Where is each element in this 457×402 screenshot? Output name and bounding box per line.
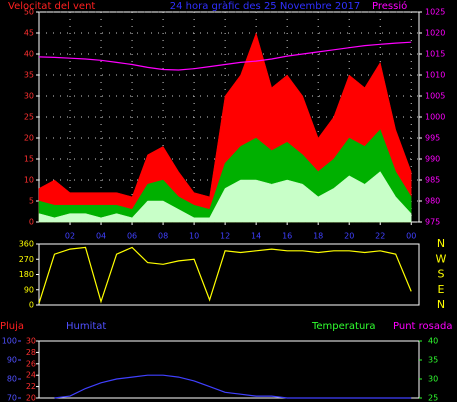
y-tick-label: 20 — [24, 134, 34, 143]
dewpoint-label: Punt rosada — [393, 321, 452, 332]
y-axis-label: Velocitat del vent — [8, 1, 95, 12]
y-tick-label: 25 — [24, 113, 34, 122]
y-tick-label: 90 — [7, 356, 17, 365]
y2-tick-label: N — [437, 298, 445, 311]
temperature-label: Temperatura — [311, 321, 376, 332]
humidity-label: Humitat — [66, 321, 106, 332]
y2-tick-label: 28 — [26, 348, 36, 357]
y2-tick-label: 1015 — [425, 50, 445, 59]
y2-tick-label: 26 — [26, 359, 36, 368]
x-tick-label: 02 — [65, 232, 75, 241]
y2-tick-label: S — [438, 268, 445, 281]
y2-tick-label: 20 — [26, 394, 36, 402]
x-tick-label: 08 — [158, 232, 168, 241]
y2-tick-label: 1010 — [425, 71, 445, 80]
y-tick-label: 15 — [24, 155, 34, 164]
y-tick-label: 30 — [24, 92, 34, 101]
y2-tick-label: 980 — [425, 197, 440, 206]
x-tick-label: 10 — [189, 232, 199, 241]
y3-tick-label: 40 — [428, 337, 438, 346]
area — [38, 171, 412, 223]
y-tick-label: 100 — [2, 337, 17, 346]
rain-label: Pluja — [0, 321, 24, 332]
y2-tick-label: 1025 — [425, 8, 445, 17]
plot-frame — [38, 340, 420, 399]
x-tick-label: 22 — [375, 232, 385, 241]
x-tick-label: 12 — [220, 232, 230, 241]
y3-tick-label: 35 — [428, 356, 438, 365]
y2-tick-label: 1000 — [425, 113, 445, 122]
x-tick-label: 20 — [344, 232, 354, 241]
plot-frame — [38, 243, 420, 306]
y-tick-label: 35 — [24, 71, 34, 80]
x-tick-label: 18 — [313, 232, 323, 241]
line — [54, 374, 412, 399]
y-tick-label: 40 — [24, 50, 34, 59]
y2-tick-label: N — [437, 237, 445, 250]
y2-tick-label: 985 — [425, 176, 440, 185]
y-tick-label: 0 — [29, 301, 34, 310]
y2-tick-label: 995 — [425, 134, 440, 143]
line — [38, 41, 412, 71]
x-tick-label: 04 — [96, 232, 106, 241]
x-tick-label: 14 — [251, 232, 261, 241]
y2-tick-label: 22 — [26, 382, 36, 391]
y-tick-label: 0 — [29, 218, 34, 227]
y-tick-label: 70 — [7, 394, 17, 402]
y-tick-label: 50 — [24, 8, 34, 17]
y2-tick-label: 990 — [425, 155, 440, 164]
y2-tick-label: W — [436, 252, 447, 265]
y-tick-label: 360 — [19, 240, 34, 249]
y2-tick-label: 1020 — [425, 29, 445, 38]
y-tick-label: 80 — [7, 375, 17, 384]
y2-axis-label: Pressió — [372, 0, 407, 12]
y-tick-label: 5 — [29, 197, 34, 206]
chart-title: 24 hora gràfic des 25 Novembre 2017 — [170, 0, 361, 12]
y-tick-label: 270 — [19, 255, 34, 264]
x-tick-label: 06 — [127, 232, 137, 241]
y3-tick-label: 30 — [428, 375, 438, 384]
y2-tick-label: E — [438, 283, 445, 296]
y-tick-label: 180 — [19, 270, 34, 279]
y-tick-label: 10 — [24, 176, 34, 185]
line — [38, 246, 412, 304]
x-tick-label: 16 — [282, 232, 292, 241]
y2-tick-label: 975 — [425, 218, 440, 227]
y2-tick-label: 24 — [26, 371, 36, 380]
y-tick-label: 45 — [24, 29, 34, 38]
y2-tick-label: 1005 — [425, 92, 445, 101]
y3-tick-label: 25 — [428, 394, 438, 402]
y-tick-label: 90 — [24, 285, 34, 294]
y2-tick-label: 30 — [26, 337, 36, 346]
x-tick-label: 00 — [406, 232, 416, 241]
